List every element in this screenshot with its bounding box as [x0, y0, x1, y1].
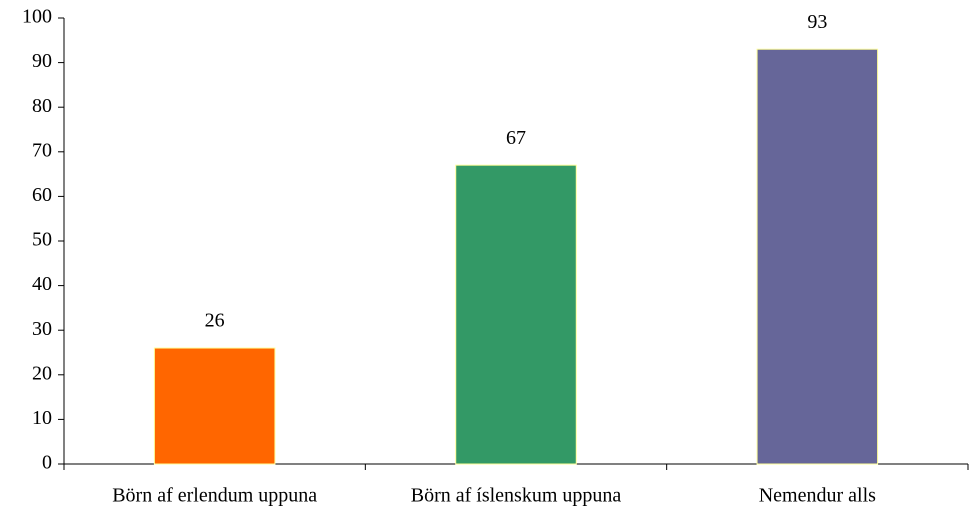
- y-tick-label: 0: [42, 452, 52, 474]
- x-tick-label: Nemendur alls: [759, 485, 876, 507]
- y-tick-label: 90: [32, 50, 52, 72]
- y-tick-label: 30: [32, 318, 52, 340]
- y-tick-label: 50: [32, 229, 52, 251]
- y-tick-label: 100: [22, 6, 52, 28]
- y-tick-label: 80: [32, 95, 52, 117]
- bar: [756, 48, 879, 465]
- bar: [455, 164, 577, 465]
- y-tick-label: 40: [32, 273, 52, 295]
- data-label: 67: [506, 127, 526, 149]
- x-tick-label: Börn af erlendum uppuna: [112, 485, 317, 507]
- x-tick-label: Börn af íslenskum uppuna: [411, 485, 622, 507]
- y-tick-label: 20: [32, 362, 52, 384]
- data-label: 26: [205, 310, 225, 332]
- y-tick-label: 10: [32, 407, 52, 429]
- data-label: 93: [807, 11, 827, 33]
- y-tick-label: 70: [32, 139, 52, 161]
- bar: [153, 347, 276, 465]
- y-tick-label: 60: [32, 184, 52, 206]
